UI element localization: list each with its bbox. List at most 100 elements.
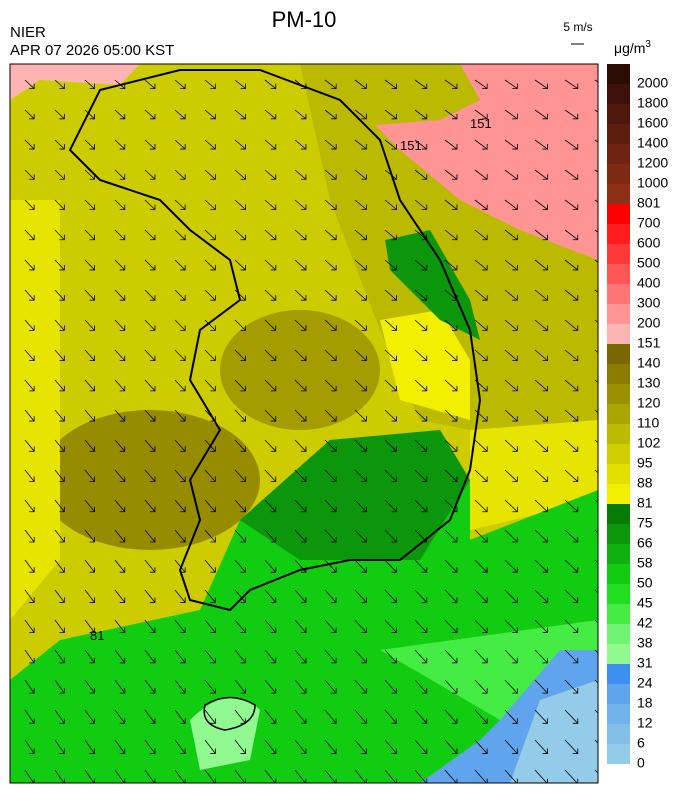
wind-arrow [534, 589, 548, 603]
wind-arrow [234, 109, 246, 120]
wind-arrow [414, 679, 428, 694]
wind-arrow [444, 259, 458, 271]
wind-arrow [534, 139, 548, 150]
wind-arrow [414, 619, 428, 634]
wind-arrow [384, 589, 397, 603]
wind-arrow [414, 769, 428, 783]
wind-arrows [24, 79, 598, 783]
wind-arrow [534, 739, 548, 754]
wind-arrow [444, 439, 458, 452]
wind-arrow [504, 559, 518, 573]
wind-arrow [114, 229, 126, 241]
wind-arrow [324, 499, 337, 513]
wind-scale: 5 m/s [563, 20, 592, 34]
wind-arrow [114, 619, 126, 634]
wind-arrow [534, 349, 548, 362]
wind-arrow [414, 379, 428, 392]
unit: μg/m3 [614, 39, 651, 56]
colorbar-label: 2000 [637, 75, 668, 91]
wind-arrow [204, 319, 216, 331]
wind-arrow [324, 319, 337, 331]
colorbar-segment [607, 64, 630, 84]
wind-arrow [444, 229, 458, 241]
wind-arrow [84, 379, 95, 392]
wind-arrow [234, 229, 246, 241]
wind-arrow [594, 559, 598, 564]
wind-arrow [354, 229, 367, 241]
wind-arrow [534, 619, 548, 634]
wind-arrow [84, 709, 95, 724]
wind-arrow [264, 289, 277, 301]
wind-arrow [144, 349, 156, 362]
wind-arrow [564, 769, 579, 783]
wind-arrow [294, 259, 307, 271]
wind-arrow [294, 349, 307, 362]
wind-arrow [564, 739, 579, 754]
wind-arrow [474, 139, 488, 150]
wind-arrow [594, 499, 598, 504]
wind-arrow [504, 349, 518, 362]
wind-arrow [174, 199, 186, 210]
colorbar: 0 6 12 18 24 31 38 42 45 50 58 66 75 81 88 95 102 110 120 1… [607, 64, 668, 771]
wind-arrow [354, 289, 367, 301]
wind-arrow [504, 79, 518, 89]
wind-arrow [54, 529, 65, 543]
wind-arrow [354, 529, 367, 543]
colorbar-label: 81 [637, 495, 653, 511]
wind-arrow [54, 769, 65, 783]
wind-arrow [354, 739, 367, 754]
wind-arrow [294, 649, 307, 664]
wind-arrow [294, 109, 307, 120]
wind-arrow [534, 289, 548, 301]
wind-arrow [444, 169, 458, 180]
wind-arrow [564, 379, 579, 392]
wind-arrow [24, 259, 35, 271]
wind-arrow [534, 199, 548, 210]
wind-arrow [24, 559, 35, 573]
wind-arrow [384, 499, 397, 513]
wind-arrow [354, 319, 367, 331]
wind-arrow [444, 319, 458, 331]
wind-arrow [594, 169, 598, 173]
wind-arrow [294, 739, 307, 754]
wind-arrow [114, 109, 126, 120]
colorbar-label: 95 [637, 455, 653, 471]
field [40, 410, 260, 550]
wind-arrow [204, 199, 216, 210]
wind-arrow [264, 109, 277, 120]
wind-arrow [84, 589, 95, 603]
wind-arrow [54, 739, 65, 754]
wind-arrow [444, 199, 458, 210]
wind-arrow [294, 499, 307, 513]
wind-arrow [354, 589, 367, 603]
wind-arrow [534, 319, 548, 331]
wind-arrow [234, 559, 246, 573]
field [10, 200, 60, 620]
wind-arrow [174, 469, 186, 482]
wind-arrow [594, 259, 598, 263]
wind-arrow [354, 439, 367, 452]
wind-arrow [144, 409, 156, 422]
wind-arrow [444, 679, 458, 694]
wind-arrow [264, 469, 277, 482]
wind-arrow [204, 469, 216, 482]
wind-arrow [504, 229, 518, 241]
wind-arrow [564, 169, 579, 180]
wind-arrow [294, 559, 307, 573]
wind-arrow [114, 679, 126, 694]
colorbar-label: 700 [637, 215, 661, 231]
wind-arrow [564, 259, 579, 271]
wind-arrow [564, 619, 579, 634]
wind-arrow [594, 109, 598, 113]
wind-arrow [504, 139, 518, 150]
wind-arrow [204, 499, 216, 513]
unit-base: μg/m [614, 40, 645, 56]
wind-arrow [324, 199, 337, 210]
wind-arrow [84, 79, 95, 89]
wind-arrow [234, 169, 246, 180]
colorbar-segment [607, 584, 630, 604]
wind-arrow [444, 289, 458, 301]
wind-arrow [474, 529, 488, 543]
wind-arrow [84, 619, 95, 634]
wind-arrow [114, 769, 126, 783]
